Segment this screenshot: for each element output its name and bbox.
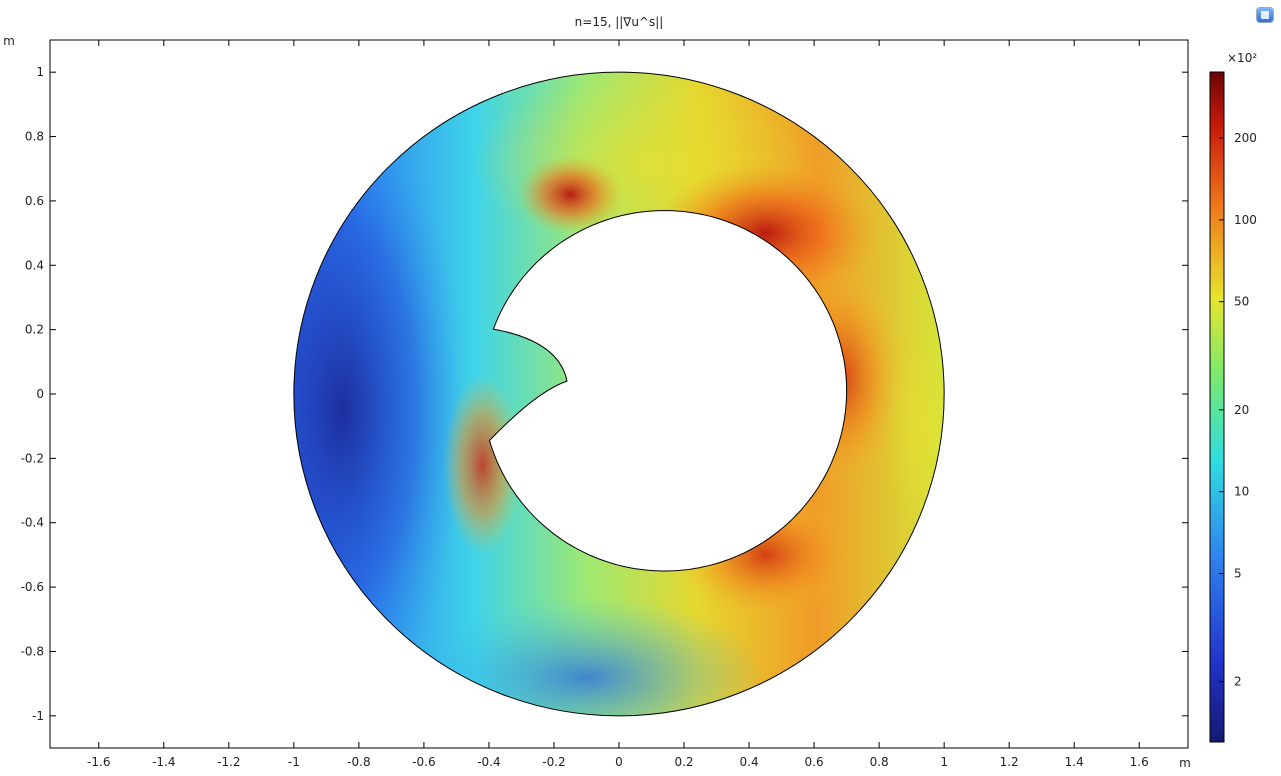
x-tick-label: 0.6 [805,755,824,769]
y-tick-label: 0 [36,387,44,401]
colorbar-tick-label: 5 [1234,567,1242,581]
y-tick-label: 0.2 [25,323,44,337]
y-tick-label: -0.2 [21,451,44,465]
colorbar-gradient [1209,71,1225,743]
y-tick-label: 1 [36,65,44,79]
colorbar-tick-label: 10 [1234,485,1249,499]
colorbar-tick-label: 200 [1234,131,1257,145]
y-tick-label: 0.4 [25,258,44,272]
high-gradient-region-right [775,265,906,491]
x-tick-label: -0.8 [347,755,370,769]
x-axis: -1.6 -1.4 -1.2 -1 -0.8 -0.6 -0.4 -0.2 0 0.2 0.4 0.6… [87,40,1149,769]
y-tick-label: -1 [32,709,44,723]
y-tick-label: 0.6 [25,194,44,208]
colorbar-tick-label: 100 [1234,213,1257,227]
y-axis-unit: m [3,34,15,48]
mid-gradient-edge-right [885,329,951,523]
x-tick-label: -0.6 [412,755,435,769]
x-tick-label: 1.4 [1065,755,1084,769]
high-gradient-region-notch [518,155,623,234]
high-gradient-region-left [443,374,522,555]
x-tick-label: 0.8 [870,755,889,769]
x-tick-label: -0.4 [477,755,500,769]
low-gradient-region [219,104,467,716]
colorbar-tick-label: 20 [1234,403,1249,417]
y-tick-label: -0.6 [21,580,44,594]
field-ring [219,70,951,748]
x-tick-label: 1 [940,755,948,769]
x-tick-label: -1.4 [152,755,175,769]
x-tick-label: -1 [288,755,300,769]
chart-title: n=15, ||∇u^s|| [575,15,664,29]
x-tick-label: -0.2 [542,755,565,769]
x-tick-label: 0.4 [740,755,759,769]
x-tick-label: 1.6 [1130,755,1149,769]
y-axis: 1 0.8 0.6 0.4 0.2 0 -0.2 -0.4 -0.6 -0.8 -1 [21,65,1188,723]
colorbar: ×10² 2 5 10 20 50 100 200 [1209,51,1257,743]
low-gradient-region-bottom [407,596,766,748]
x-tick-label: 0.2 [674,755,693,769]
x-axis-unit: m [1179,756,1191,770]
y-tick-label: 0.8 [25,130,44,144]
x-tick-label: -1.2 [217,755,240,769]
mid-gradient-region-bottom-right [674,490,857,620]
colorbar-ticks: 2 5 10 20 50 100 200 [1219,131,1257,689]
high-gradient-region-top [651,162,880,304]
x-tick-label: -1.6 [87,755,110,769]
x-tick-label: 0 [615,755,623,769]
y-tick-label: -0.4 [21,516,44,530]
colorbar-tick-label: 2 [1234,675,1242,689]
colorbar-multiplier: ×10² [1227,51,1257,65]
domain-boundary [293,71,945,717]
app-logo-icon [1257,8,1273,22]
colorbar-tick-label: 50 [1234,295,1249,309]
y-tick-label: -0.8 [21,644,44,658]
x-tick-label: 1.2 [1000,755,1019,769]
